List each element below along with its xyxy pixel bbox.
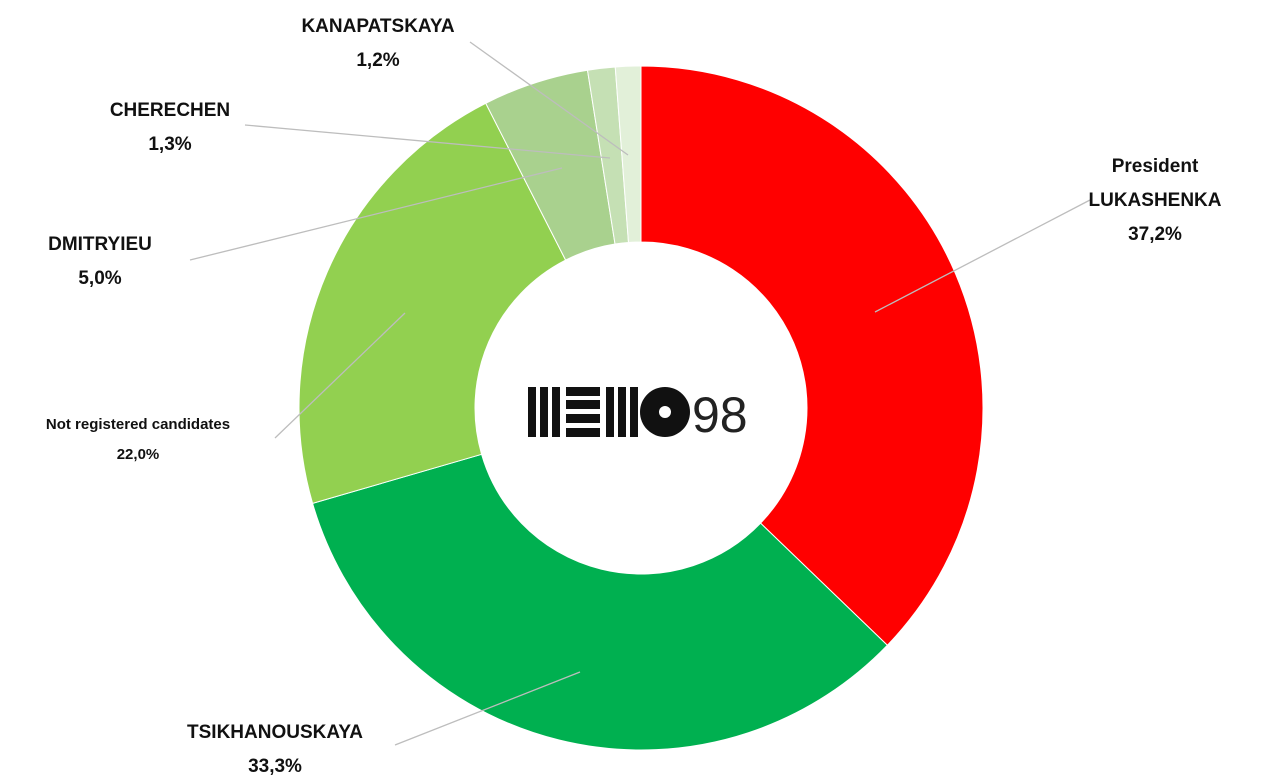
data-label: TSIKHANOUSKAYA 33,3% <box>125 716 425 783</box>
slice <box>311 453 889 751</box>
slice <box>640 65 984 646</box>
data-label: Not registered candidates 22,0% <box>0 410 288 470</box>
category-label: DMITRYIEU <box>48 234 152 255</box>
logo <box>528 387 690 437</box>
value-label: 22,0% <box>116 446 160 463</box>
data-label: KANAPATSKAYA 1,2% <box>268 10 488 78</box>
leader-lines <box>189 41 1091 746</box>
value-label: 33,3% <box>248 756 302 777</box>
leader-line <box>874 199 1091 313</box>
value-label: 1,2% <box>356 50 400 71</box>
leader-line <box>244 124 611 159</box>
value-label: 1,3% <box>148 134 192 155</box>
slice <box>298 102 567 505</box>
data-label: CHERECHEN 1,3% <box>70 94 270 162</box>
leader-line <box>189 167 563 261</box>
category-label: KANAPATSKAYA <box>301 16 455 37</box>
logo-text: 98 <box>692 387 748 443</box>
leader-line <box>394 671 581 746</box>
data-label: President LUKASHENKA 37,2% <box>1080 150 1230 252</box>
data-label: DMITRYIEU 5,0% <box>0 228 200 296</box>
value-label: 37,2% <box>1128 224 1182 245</box>
leader-line <box>469 41 629 156</box>
category-label: President LUKASHENKA <box>1088 156 1222 211</box>
slices <box>298 65 984 751</box>
category-label: CHERECHEN <box>109 100 231 121</box>
leader-line <box>274 312 406 439</box>
category-label: Not registered candidates <box>45 416 231 433</box>
category-label: TSIKHANOUSKAYA <box>187 722 363 743</box>
slice <box>614 65 642 244</box>
value-label: 5,0% <box>78 268 122 289</box>
